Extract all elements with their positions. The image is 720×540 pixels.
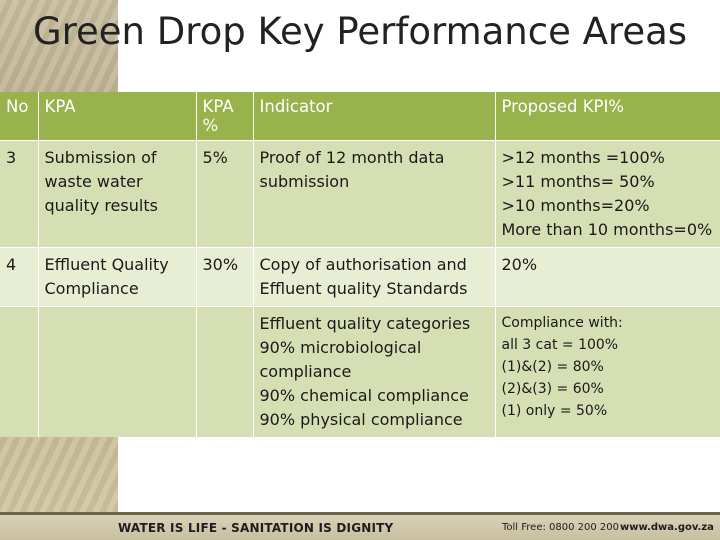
kpi-text-line: >12 months =100% xyxy=(501,148,665,167)
kpi-cell: Compliance with: all 3 cat = 100% (1)&(2… xyxy=(494,306,720,437)
row-number xyxy=(0,306,38,437)
indicator-cell: Effluent quality categories 90% microbio… xyxy=(252,306,495,437)
kpa-text-line: quality results xyxy=(44,196,158,215)
footer-tollfree: Toll Free: 0800 200 200 xyxy=(502,522,620,533)
kpa-cell xyxy=(37,306,196,437)
kpi-text-line: >11 months= 50% xyxy=(501,172,655,191)
kpi-text-line: More than 10 months=0% xyxy=(501,220,713,239)
indicator-text-line: compliance xyxy=(259,362,352,381)
kpa-text-line: Effluent Quality xyxy=(44,255,169,274)
header-no: No xyxy=(0,92,38,141)
header-kpa-percent-line1: KPA xyxy=(202,97,234,116)
kpi-text-line: (1) only = 50% xyxy=(501,403,608,419)
footer-slogan: WATER IS LIFE - SANITATION IS DIGNITY xyxy=(118,521,394,535)
indicator-cell: Copy of authorisation and Effluent quali… xyxy=(252,247,495,307)
kpi-text-line: all 3 cat = 100% xyxy=(501,337,619,353)
header-proposed-kpi: Proposed KPI% xyxy=(494,92,720,141)
indicator-text-line: Effluent quality categories xyxy=(259,314,471,333)
kpi-text-line: (2)&(3) = 60% xyxy=(501,381,604,397)
indicator-text-line: Proof of 12 month data xyxy=(259,148,445,167)
header-indicator: Indicator xyxy=(252,92,495,141)
footer-bar: WATER IS LIFE - SANITATION IS DIGNITY To… xyxy=(0,512,720,540)
indicator-cell: Proof of 12 month data submission xyxy=(252,140,495,248)
kpi-text-line: Compliance with: xyxy=(501,315,623,331)
indicator-text-line: 90% microbiological xyxy=(259,338,422,357)
kpa-text-line: Compliance xyxy=(44,279,139,298)
header-kpa: KPA xyxy=(37,92,196,141)
row-number: 3 xyxy=(0,140,38,248)
indicator-text-line: Effluent quality Standards xyxy=(259,279,468,298)
kpi-text-line: >10 months=20% xyxy=(501,196,650,215)
row-number: 4 xyxy=(0,247,38,307)
table-row: Effluent quality categories 90% microbio… xyxy=(0,306,720,437)
kpi-text-line: (1)&(2) = 80% xyxy=(501,359,604,375)
table-row: 3 Submission of waste water quality resu… xyxy=(0,140,720,248)
kpa-table: No KPA KPA % Indicator Proposed KPI% 3 S… xyxy=(0,92,720,437)
kpa-percent-cell: 5% xyxy=(195,140,253,248)
kpa-percent-cell: 30% xyxy=(195,247,253,307)
header-kpa-percent-line2: % xyxy=(202,116,219,135)
footer-website: www.dwa.gov.za xyxy=(620,522,714,533)
indicator-text-line: 90% chemical compliance xyxy=(259,386,469,405)
indicator-text-line: submission xyxy=(259,172,350,191)
header-kpa-percent: KPA % xyxy=(195,92,253,141)
table-header-row: No KPA KPA % Indicator Proposed KPI% xyxy=(0,92,720,141)
kpa-text-line: waste water xyxy=(44,172,143,191)
kpi-cell: 20% xyxy=(494,247,720,307)
indicator-text-line: Copy of authorisation and xyxy=(259,255,467,274)
kpa-cell: Effluent Quality Compliance xyxy=(37,247,196,307)
slide-title: Green Drop Key Performance Areas xyxy=(32,10,688,53)
kpi-cell: >12 months =100% >11 months= 50% >10 mon… xyxy=(494,140,720,248)
kpa-cell: Submission of waste water quality result… xyxy=(37,140,196,248)
table-row: 4 Effluent Quality Compliance 30% Copy o… xyxy=(0,247,720,307)
kpa-percent-cell xyxy=(195,306,253,437)
kpa-text-line: Submission of xyxy=(44,148,157,167)
indicator-text-line: 90% physical compliance xyxy=(259,410,463,429)
